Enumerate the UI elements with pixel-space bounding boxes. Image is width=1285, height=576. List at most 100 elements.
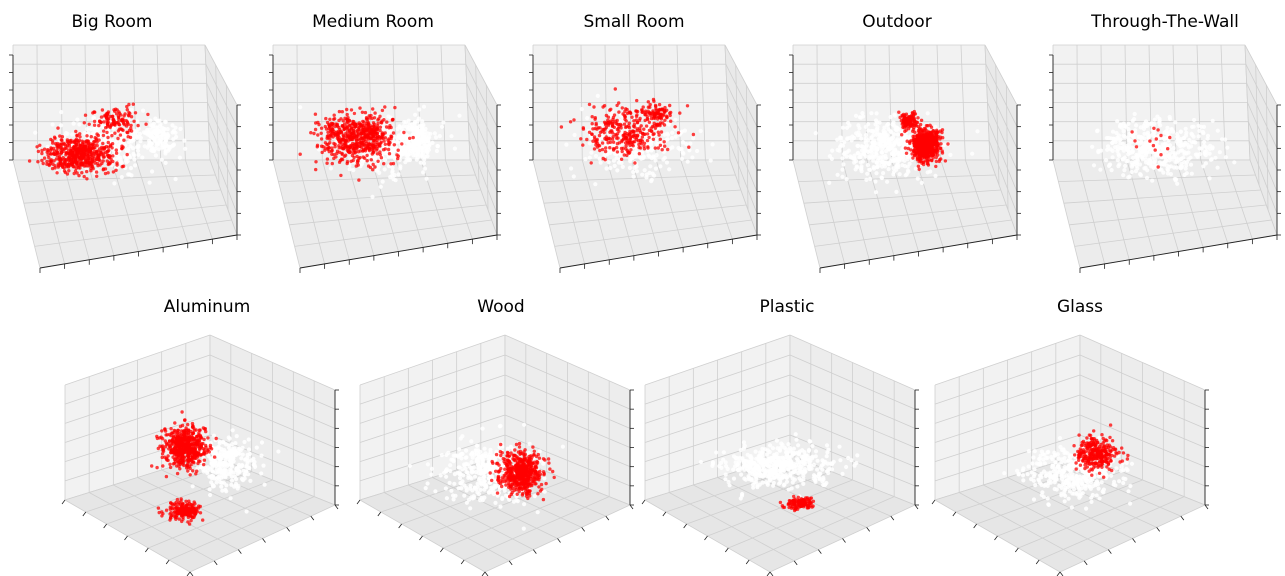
background-point-small-room — [673, 117, 678, 122]
background-point-outdoor — [840, 174, 845, 179]
highlight-point-medium-room — [340, 110, 344, 114]
highlight-point-big-room — [35, 145, 39, 149]
highlight-point-big-room — [75, 160, 79, 164]
floor-big-room-gridline — [18, 174, 216, 182]
highlight-point-small-room — [615, 103, 619, 108]
highlight-point-medium-room — [354, 135, 359, 139]
highlight-point-small-room — [604, 125, 609, 130]
background-point-aluminum — [218, 480, 223, 485]
background-point-through-the-wall — [1140, 154, 1145, 159]
highlight-point-small-room — [640, 108, 644, 113]
background-point-small-room — [629, 153, 634, 158]
highlight-point-medium-room — [391, 131, 396, 135]
background-point-outdoor — [874, 171, 879, 176]
highlight-point-small-room — [637, 152, 642, 156]
background-point-through-the-wall — [1132, 111, 1137, 117]
background-point-through-the-wall — [1113, 137, 1118, 142]
highlight-point-through-the-wall — [1130, 130, 1134, 134]
highlight-point-big-room — [86, 160, 90, 165]
highlight-point-big-room — [87, 122, 91, 127]
highlight-point-small-room — [635, 98, 639, 103]
highlight-point-medium-room — [335, 123, 339, 128]
background-point-small-room — [634, 145, 639, 150]
highlight-point-outdoor — [919, 118, 924, 123]
highlight-point-big-room — [111, 114, 115, 119]
floor-small-room-gridline — [554, 219, 752, 247]
highlight-point-outdoor — [918, 122, 923, 127]
highlight-point-medium-room — [332, 113, 336, 117]
highlight-point-small-room — [657, 115, 661, 120]
background-point-small-room — [612, 163, 617, 168]
highlight-point-big-room — [59, 148, 63, 153]
highlight-point-big-room — [114, 151, 119, 155]
highlight-point-small-room — [691, 132, 696, 137]
highlight-point-big-room — [72, 145, 76, 149]
background-point-big-room — [163, 133, 168, 138]
highlight-point-outdoor — [929, 133, 933, 138]
highlight-point-big-room — [48, 148, 53, 153]
highlight-point-small-room — [628, 150, 632, 155]
highlight-point-small-room — [642, 127, 646, 131]
background-point-small-room — [646, 153, 651, 158]
highlight-point-small-room — [651, 132, 655, 137]
highlight-point-small-room — [642, 144, 646, 148]
highlight-point-big-room — [127, 102, 131, 107]
highlight-point-small-room — [644, 124, 649, 128]
highlight-point-big-room — [40, 151, 44, 156]
background-point-through-the-wall — [1104, 158, 1109, 163]
highlight-point-big-room — [59, 142, 64, 146]
highlight-point-medium-room — [346, 126, 350, 130]
background-point-outdoor — [892, 169, 897, 174]
highlight-point-outdoor — [901, 112, 906, 117]
highlight-point-outdoor — [913, 153, 917, 157]
background-point-through-the-wall — [1215, 165, 1220, 170]
highlight-point-big-room — [101, 153, 105, 157]
background-point-big-room — [136, 152, 141, 157]
highlight-point-big-room — [118, 133, 123, 137]
highlight-point-small-room — [642, 147, 647, 151]
highlight-point-big-room — [80, 147, 84, 151]
background-point-big-room — [150, 123, 155, 128]
background-point-through-the-wall — [1210, 118, 1215, 123]
highlight-point-medium-room — [374, 136, 378, 141]
highlight-point-big-room — [106, 111, 110, 116]
highlight-point-medium-room — [326, 147, 330, 152]
background-point-medium-room — [423, 129, 428, 135]
highlight-point-big-room — [49, 159, 53, 163]
highlight-point-small-room — [673, 125, 677, 129]
background-point-small-room — [604, 166, 609, 171]
background-point-outdoor — [892, 140, 897, 146]
highlight-point-big-room — [86, 157, 91, 161]
background-point-small-room — [583, 157, 588, 162]
background-point-through-the-wall — [1126, 146, 1131, 151]
highlight-point-small-room — [640, 131, 645, 136]
background-point-small-room — [684, 141, 689, 147]
background-point-big-room — [150, 135, 155, 140]
highlight-point-medium-room — [330, 148, 334, 153]
highlight-point-small-room — [594, 139, 598, 143]
background-point-medium-room — [384, 151, 389, 156]
highlight-point-small-room — [621, 146, 625, 150]
background-point-big-room — [77, 122, 82, 127]
highlight-point-medium-room — [337, 144, 341, 148]
highlight-point-big-room — [117, 111, 122, 116]
background-point-through-the-wall — [1121, 133, 1126, 138]
highlight-point-medium-room — [366, 146, 371, 150]
background-point-small-room — [688, 141, 693, 146]
background-point-outdoor — [897, 172, 902, 177]
background-point-small-room — [679, 156, 685, 161]
highlight-point-big-room — [120, 144, 124, 148]
floor-medium-room-gridline — [278, 174, 476, 182]
background-point-big-room — [119, 161, 124, 166]
background-point-outdoor — [863, 124, 868, 129]
highlight-point-medium-room — [323, 146, 327, 150]
highlight-point-medium-room — [325, 161, 329, 165]
background-point-through-the-wall — [1129, 169, 1134, 175]
highlight-point-outdoor — [935, 143, 940, 147]
highlight-point-big-room — [72, 171, 76, 176]
background-point-through-the-wall — [1121, 173, 1126, 178]
background-point-small-room — [653, 166, 659, 171]
highlight-point-outdoor — [940, 151, 945, 155]
highlight-point-big-room — [125, 104, 129, 109]
background-point-outdoor — [886, 147, 892, 152]
